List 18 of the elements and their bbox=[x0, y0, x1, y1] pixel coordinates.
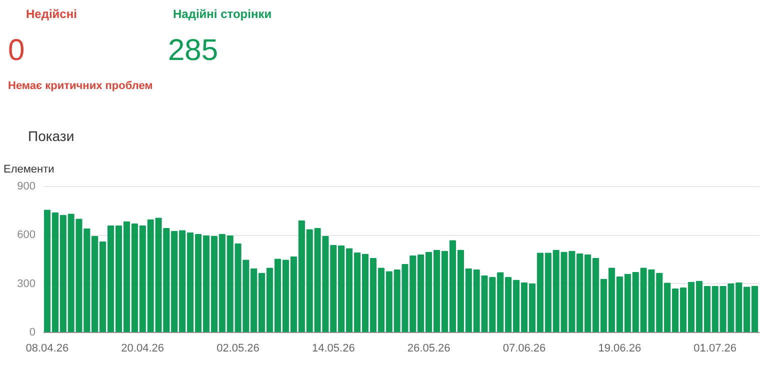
text: Покази bbox=[28, 128, 74, 144]
y-axis-title: Елементи bbox=[4, 164, 54, 176]
text: Надійні сторінки bbox=[173, 7, 272, 21]
x-tick-label: 14.05.26 bbox=[312, 342, 355, 354]
y-tick-label: 600 bbox=[17, 229, 36, 242]
text: 285 bbox=[168, 34, 218, 67]
y-tick-label: 900 bbox=[17, 180, 36, 192]
x-tick-label: 02.05.26 bbox=[216, 342, 260, 354]
text: Немає критичних проблем bbox=[8, 80, 153, 92]
x-tick-label: 19.06.26 bbox=[598, 342, 642, 354]
y-tick-label: 0 bbox=[29, 326, 36, 338]
x-tick-label: 20.04.26 bbox=[121, 342, 164, 354]
y-tick-label: 300 bbox=[17, 278, 36, 290]
x-tick-label: 01.07.26 bbox=[694, 342, 736, 354]
x-tick-label: 08.04.26 bbox=[26, 342, 69, 354]
x-tick-label: 07.06.26 bbox=[502, 342, 546, 354]
text: Недійсні bbox=[26, 7, 77, 21]
x-tick-label: 26.05.26 bbox=[407, 342, 450, 354]
